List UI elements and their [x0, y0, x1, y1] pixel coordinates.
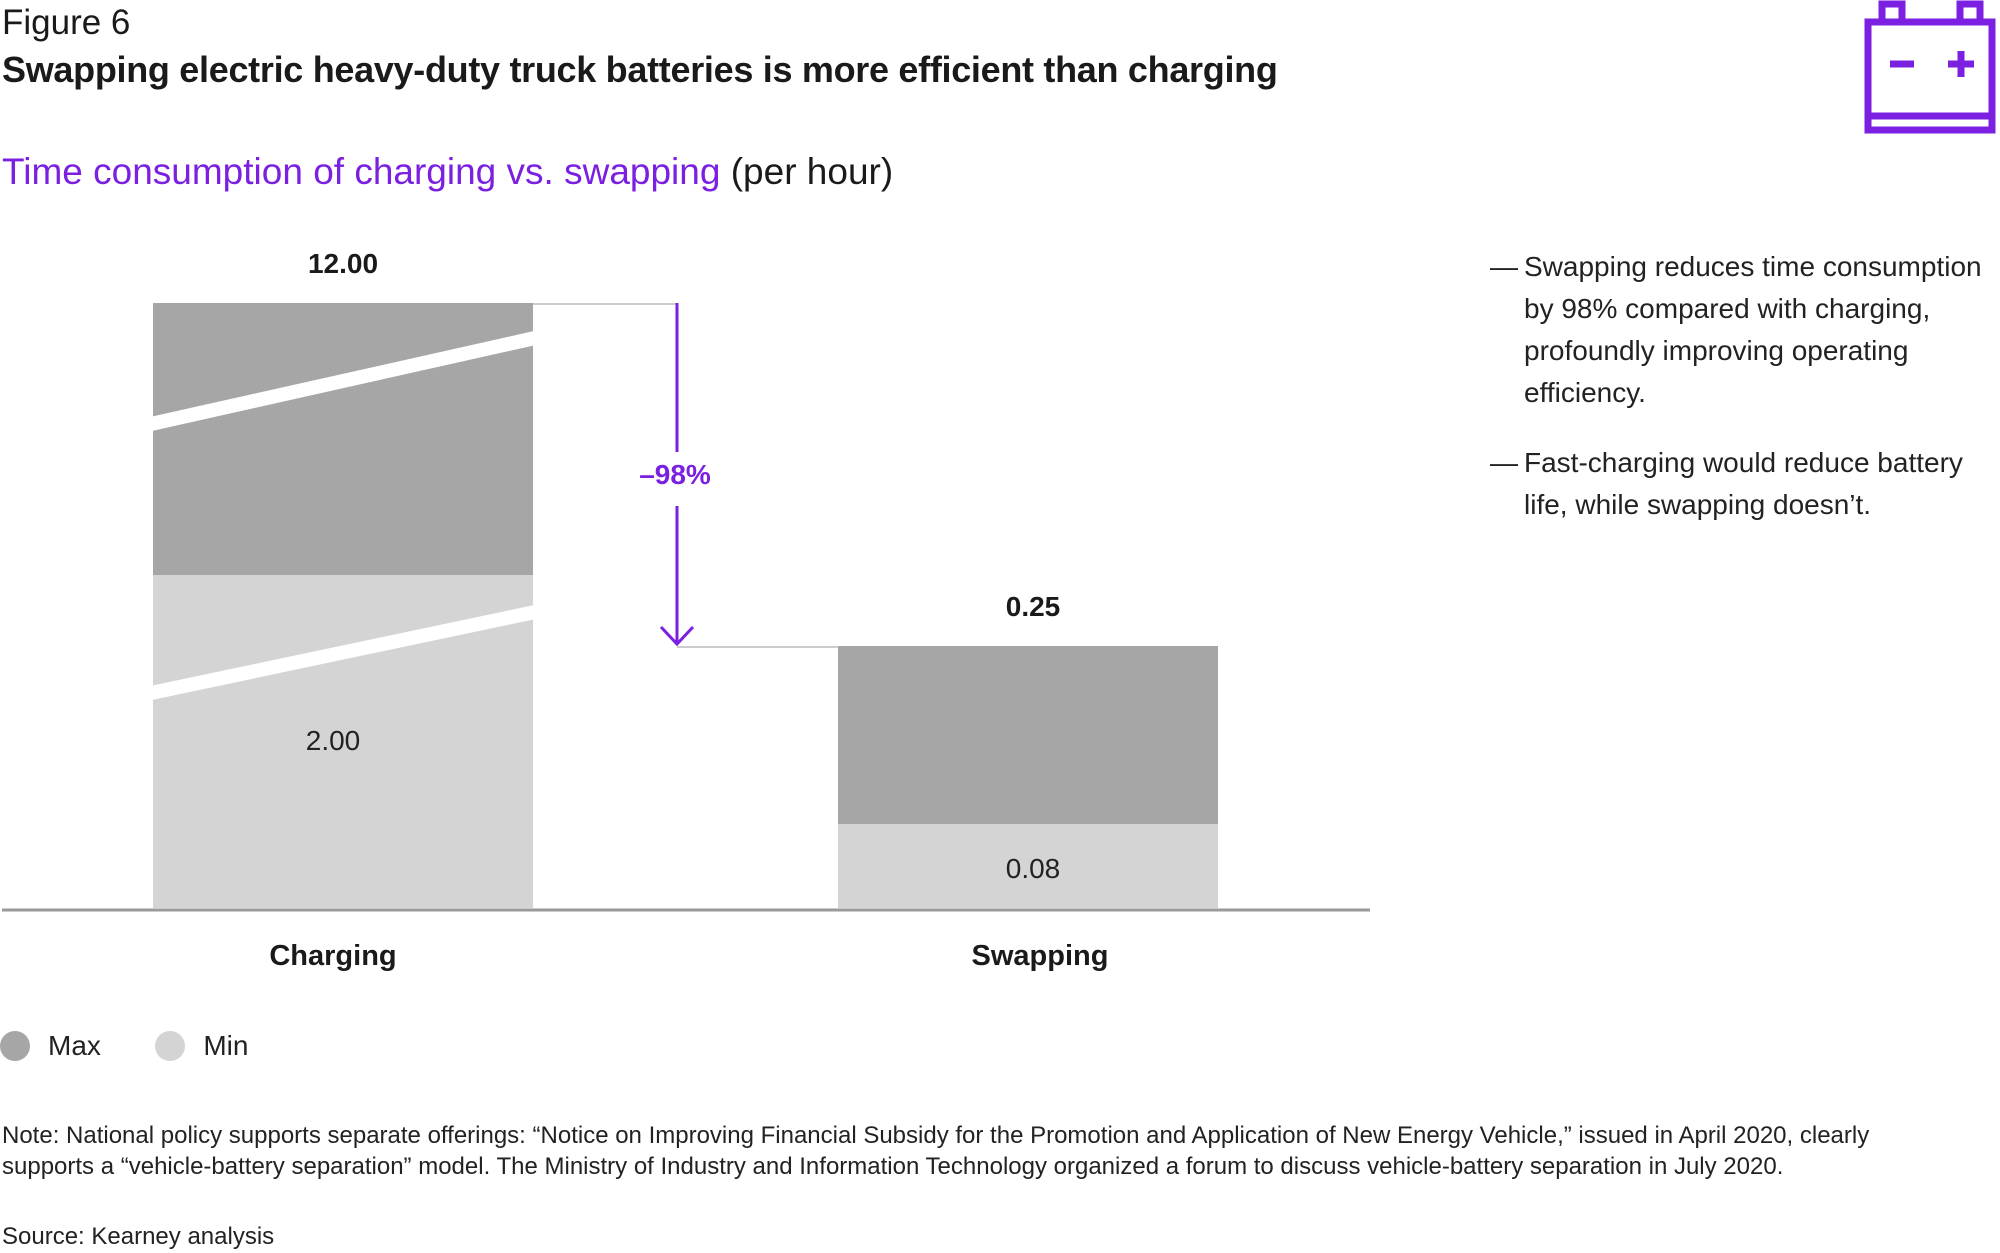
legend-swatch-max: [0, 1031, 30, 1061]
legend-item-max: Max: [0, 1030, 101, 1062]
takeaway-text: Fast-charging would reduce battery life,…: [1524, 447, 1963, 520]
legend-item-min: Min: [155, 1030, 248, 1062]
value-label-min: 2.00: [306, 725, 361, 756]
bullet-dash: —: [1490, 251, 1518, 282]
axis-break-mark: [149, 605, 537, 700]
bullet-dash: —: [1490, 447, 1518, 478]
chart-subtitle: Time consumption of charging vs. swappin…: [2, 150, 893, 194]
value-label-max: 0.25: [1006, 591, 1061, 622]
x-tick-label: Charging: [269, 940, 396, 972]
key-takeaways: — Swapping reduces time consumption by 98…: [1490, 246, 1990, 554]
legend-label: Max: [48, 1030, 101, 1061]
axis-break-mark: [149, 331, 537, 431]
takeaway-text: Swapping reduces time consumption by 98%…: [1524, 251, 1982, 408]
battery-icon: [1864, 0, 1996, 134]
value-label-max: 12.00: [308, 248, 378, 279]
takeaway-item: — Swapping reduces time consumption by 98…: [1490, 246, 1990, 414]
source-line: Source: Kearney analysis: [2, 1223, 275, 1250]
legend-label: Min: [203, 1030, 249, 1061]
legend: Max Min: [0, 1030, 298, 1074]
subtitle-unit: (per hour): [720, 151, 894, 192]
figure-label: Figure 6: [2, 3, 131, 42]
bar-max-charging: [153, 303, 533, 575]
bar-min-swapping: [838, 824, 1218, 908]
takeaway-item: — Fast-charging would reduce battery life…: [1490, 442, 1990, 526]
bar-max-swapping: [838, 646, 1218, 825]
subtitle-accent: Time consumption of charging vs. swappin…: [2, 151, 721, 192]
legend-swatch-min: [155, 1031, 186, 1061]
change-arrow-head: [659, 625, 695, 647]
footnote: Note: National policy supports separate …: [2, 1122, 1870, 1180]
chart-title: Swapping electric heavy-duty truck batte…: [2, 49, 1278, 90]
x-tick-label: Swapping: [972, 940, 1109, 972]
value-label-min: 0.08: [1006, 853, 1061, 884]
change-label: –98%: [639, 459, 711, 490]
